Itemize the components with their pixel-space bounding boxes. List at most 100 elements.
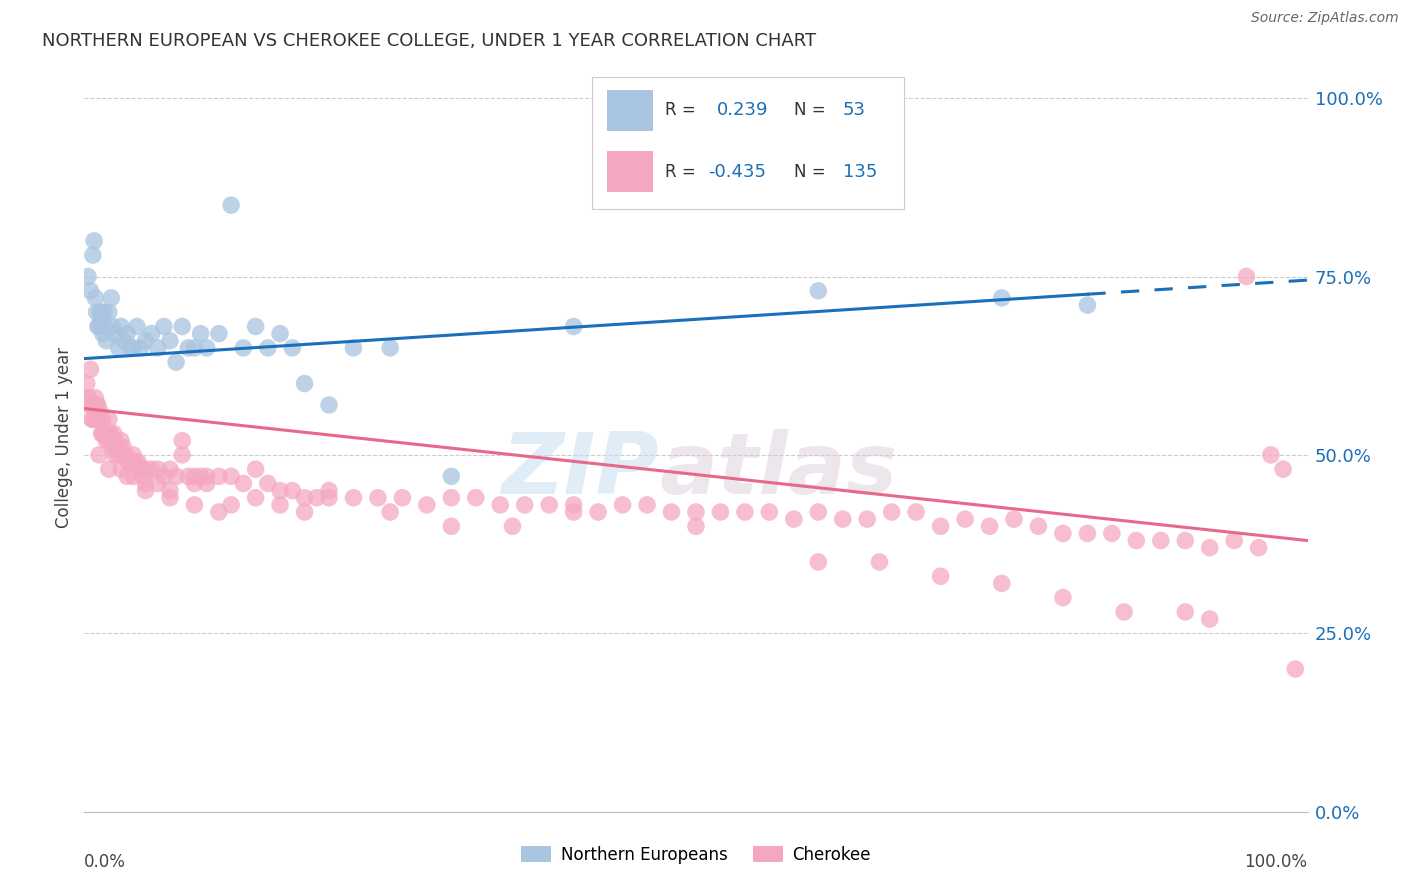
Point <box>97 462 120 476</box>
Point <box>87 448 110 462</box>
Point <box>117 455 139 469</box>
Point <box>219 498 242 512</box>
Point <box>636 498 658 512</box>
Point <box>97 434 120 448</box>
Point <box>281 341 304 355</box>
Point <box>135 334 157 348</box>
Point <box>84 391 107 405</box>
Point <box>807 284 830 298</box>
Point <box>135 483 157 498</box>
Point <box>294 505 316 519</box>
Point <box>880 505 903 519</box>
Point <box>79 398 101 412</box>
Point <box>91 426 114 441</box>
Point <box>100 291 122 305</box>
Point <box>87 319 110 334</box>
Text: Source: ZipAtlas.com: Source: ZipAtlas.com <box>1251 11 1399 25</box>
FancyBboxPatch shape <box>592 78 904 209</box>
Point <box>245 462 267 476</box>
Point <box>342 491 364 505</box>
Point <box>122 469 145 483</box>
Point <box>132 469 155 483</box>
Point <box>318 398 340 412</box>
Point <box>110 462 132 476</box>
Text: R =: R = <box>665 101 696 120</box>
Point <box>87 398 110 412</box>
Point <box>1198 541 1220 555</box>
Point <box>104 448 127 462</box>
Point <box>538 498 561 512</box>
Point <box>294 491 316 505</box>
Point <box>183 476 205 491</box>
Point <box>269 498 291 512</box>
Point <box>440 491 463 505</box>
Point <box>97 426 120 441</box>
Point <box>183 341 205 355</box>
Point <box>1150 533 1173 548</box>
Point <box>183 498 205 512</box>
Point <box>869 555 891 569</box>
Point <box>929 569 952 583</box>
Point <box>86 412 108 426</box>
Point <box>87 319 110 334</box>
Text: N =: N = <box>794 101 825 120</box>
Point <box>245 319 267 334</box>
Point <box>135 476 157 491</box>
Point <box>416 498 439 512</box>
Text: N =: N = <box>794 163 825 181</box>
Point <box>93 426 115 441</box>
Point <box>1125 533 1147 548</box>
Point <box>129 341 152 355</box>
FancyBboxPatch shape <box>606 152 654 193</box>
Point <box>269 483 291 498</box>
Point <box>1028 519 1050 533</box>
Point <box>1076 298 1098 312</box>
Text: R =: R = <box>665 163 696 181</box>
Point <box>586 505 609 519</box>
Point <box>195 469 218 483</box>
Point <box>77 398 100 412</box>
Point <box>979 519 1001 533</box>
Point <box>190 326 212 341</box>
Point <box>135 462 157 476</box>
Point <box>103 426 125 441</box>
Text: 100.0%: 100.0% <box>1244 853 1308 871</box>
Point <box>489 498 512 512</box>
Point <box>709 505 731 519</box>
Point <box>94 319 117 334</box>
Point <box>115 326 138 341</box>
Point <box>991 576 1014 591</box>
Point <box>734 505 756 519</box>
Point <box>1101 526 1123 541</box>
Point <box>208 469 231 483</box>
Point <box>807 555 830 569</box>
Point <box>93 305 115 319</box>
Point <box>83 234 105 248</box>
Point <box>685 519 707 533</box>
Point <box>502 519 524 533</box>
Point <box>146 476 169 491</box>
Point <box>195 341 218 355</box>
Point <box>79 284 101 298</box>
Point <box>84 291 107 305</box>
Point <box>110 319 132 334</box>
Text: NORTHERN EUROPEAN VS CHEROKEE COLLEGE, UNDER 1 YEAR CORRELATION CHART: NORTHERN EUROPEAN VS CHEROKEE COLLEGE, U… <box>42 32 815 50</box>
Point <box>89 405 111 419</box>
Point <box>172 434 194 448</box>
Point <box>905 505 928 519</box>
Point <box>115 448 138 462</box>
Point <box>122 448 145 462</box>
Point <box>104 326 127 341</box>
Y-axis label: College, Under 1 year: College, Under 1 year <box>55 346 73 528</box>
Point <box>831 512 853 526</box>
Point <box>77 391 100 405</box>
Point <box>91 326 114 341</box>
Text: 53: 53 <box>842 101 866 120</box>
Point <box>281 483 304 498</box>
Point <box>562 498 585 512</box>
Point <box>96 334 118 348</box>
Point <box>97 305 120 319</box>
Point <box>269 326 291 341</box>
Point <box>153 319 176 334</box>
Point <box>1260 448 1282 462</box>
